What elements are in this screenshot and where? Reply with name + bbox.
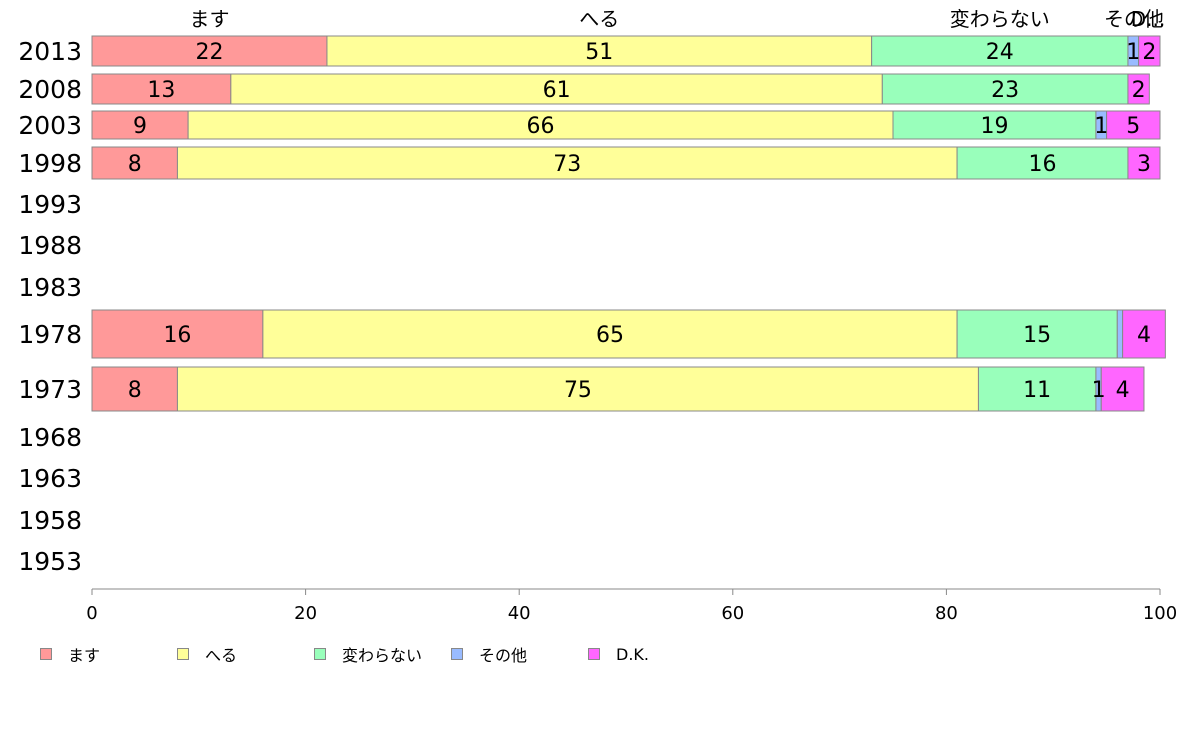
bar-segment (1127, 146, 1161, 180)
data-label: 15 (1023, 323, 1051, 348)
legend-swatch (177, 648, 189, 660)
category-label: 1993 (18, 190, 82, 219)
legend-label: ます (68, 646, 101, 665)
bar-segment (91, 73, 232, 105)
bar-segment (1100, 366, 1145, 412)
bar-segment (1122, 309, 1166, 359)
data-label: 65 (596, 323, 624, 348)
x-tick-label: 100 (1143, 603, 1177, 624)
data-label: 66 (527, 114, 555, 139)
data-label: 4 (1137, 323, 1151, 348)
bar-segment (91, 309, 264, 359)
data-label: 16 (163, 323, 191, 348)
legend-label: へる (205, 646, 238, 665)
legend-label: その他 (479, 646, 528, 665)
x-tick-label: 0 (86, 603, 97, 624)
series-top-label: その他 (1104, 7, 1164, 31)
data-label: 11 (1023, 378, 1051, 403)
bar-segment (230, 73, 883, 105)
bar-segment (881, 73, 1129, 105)
category-label: 2013 (18, 37, 82, 66)
category-label: 1988 (18, 231, 82, 260)
legend-item: D.K. (588, 645, 688, 664)
data-label: 73 (553, 152, 581, 177)
data-label: 2 (1132, 78, 1146, 103)
category-label: 1978 (18, 320, 82, 349)
data-label: 2 (1142, 40, 1156, 65)
bar-segment (977, 366, 1097, 412)
bar-segment (326, 35, 873, 67)
data-label: 61 (543, 78, 571, 103)
series-top-label: D... (1131, 7, 1165, 31)
category-label: 2008 (18, 75, 82, 104)
bar-segment (91, 35, 328, 67)
data-label: 24 (986, 40, 1014, 65)
legend-swatch (314, 648, 326, 660)
data-label: 23 (991, 78, 1019, 103)
data-label: 22 (195, 40, 223, 65)
data-label: 1 (1126, 40, 1140, 65)
category-label: 1998 (18, 149, 82, 178)
bar-segment (956, 309, 1118, 359)
data-label: 51 (585, 40, 613, 65)
data-label: 1 (1092, 378, 1106, 403)
data-label: 8 (128, 152, 142, 177)
legend-item: ます (40, 642, 177, 666)
legend-item: 変わらない (314, 642, 451, 666)
bar-segment (176, 366, 979, 412)
legend-label: D.K. (616, 644, 649, 664)
data-label: 4 (1116, 378, 1130, 403)
data-label: 3 (1137, 152, 1151, 177)
legend-swatch (40, 648, 52, 660)
legend-label: 変わらない (342, 646, 423, 665)
bar-segment (91, 366, 178, 412)
x-tick-label: 80 (935, 603, 958, 624)
bar-segment (871, 35, 1129, 67)
bar-segment (1127, 73, 1150, 105)
data-label: 8 (128, 378, 142, 403)
bar-segment (262, 309, 958, 359)
x-tick-label: 40 (508, 603, 531, 624)
category-label: 1958 (18, 506, 82, 535)
data-label: 75 (564, 378, 592, 403)
bar-segment (1116, 309, 1124, 359)
data-label: 1 (1094, 114, 1108, 139)
legend-item: へる (177, 642, 314, 666)
bar-segment (91, 110, 189, 140)
category-label: 1968 (18, 423, 82, 452)
category-label: 1973 (18, 375, 82, 404)
x-tick-label: 60 (721, 603, 744, 624)
category-label: 2003 (18, 111, 82, 140)
series-top-label: ます (189, 7, 229, 31)
legend: ます へる 変わらない その他 D.K. (40, 642, 688, 666)
data-label: 13 (147, 78, 175, 103)
bar-segment (176, 146, 958, 180)
bar-segment (1138, 35, 1161, 67)
series-top-label: 変わらない (950, 7, 1050, 31)
data-label: 16 (1029, 152, 1057, 177)
legend-swatch (588, 648, 600, 660)
x-tick-label: 20 (294, 603, 317, 624)
bar-segment (1106, 110, 1161, 140)
bar-segment (187, 110, 894, 140)
category-label: 1953 (18, 547, 82, 576)
data-label: 19 (980, 114, 1008, 139)
series-top-label: へる (579, 7, 619, 31)
legend-swatch (451, 648, 463, 660)
category-label: 1983 (18, 273, 82, 302)
legend-item: その他 (451, 642, 588, 666)
data-label: 5 (1126, 114, 1140, 139)
data-label: 9 (133, 114, 147, 139)
category-label: 1963 (18, 464, 82, 493)
